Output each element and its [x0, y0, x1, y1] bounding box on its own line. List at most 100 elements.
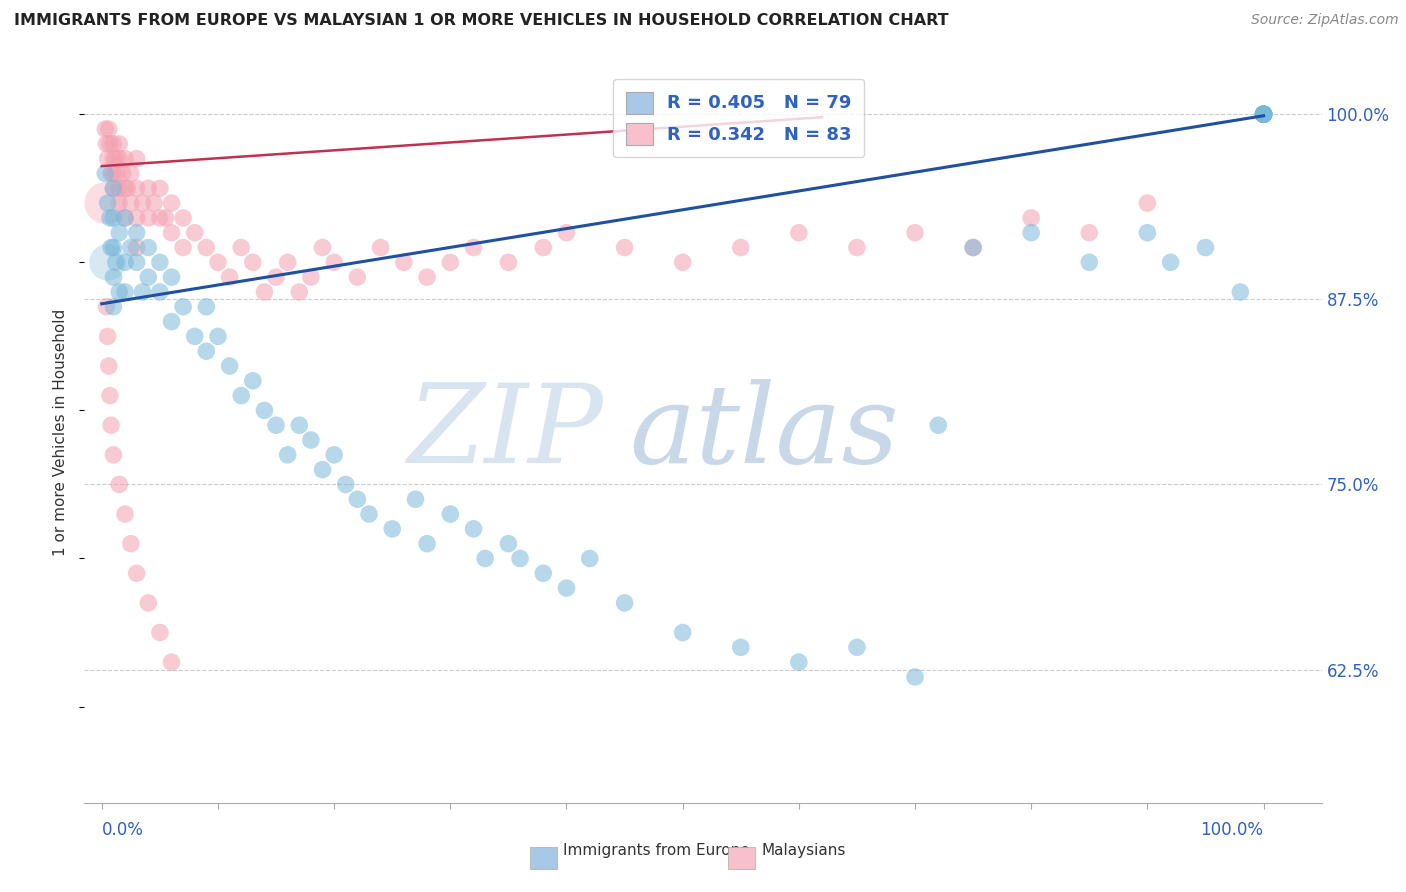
Point [1160, 255, 1182, 269]
Point [1229, 285, 1251, 299]
Point [195, 300, 218, 314]
Point [114, 255, 136, 269]
Point [904, 670, 927, 684]
Point [323, 255, 346, 269]
Point [149, 211, 172, 225]
Point [172, 300, 194, 314]
Point [730, 640, 752, 655]
Point [299, 433, 322, 447]
Point [578, 551, 600, 566]
Point [120, 240, 142, 254]
Point [1253, 107, 1275, 121]
Point [335, 477, 357, 491]
Point [100, 166, 122, 180]
Point [787, 655, 810, 669]
Point [103, 448, 125, 462]
Point [253, 285, 276, 299]
Point [531, 566, 554, 581]
Point [136, 240, 159, 254]
Point [962, 240, 984, 254]
Point [498, 537, 520, 551]
Point [207, 255, 229, 269]
Point [370, 240, 392, 254]
Point [1253, 107, 1275, 121]
Point [94, 196, 117, 211]
Point [117, 181, 139, 195]
Point [1194, 240, 1216, 254]
Point [96, 300, 118, 314]
Point [97, 122, 120, 136]
Point [160, 270, 183, 285]
Point [103, 166, 125, 180]
Point [114, 211, 136, 225]
Point [160, 314, 183, 328]
Point [195, 344, 218, 359]
Point [97, 196, 120, 211]
Point [672, 255, 695, 269]
Point [125, 566, 148, 581]
Point [555, 226, 578, 240]
Point [160, 196, 183, 211]
Point [242, 374, 264, 388]
Point [1253, 107, 1275, 121]
Point [98, 136, 121, 151]
Point [416, 537, 439, 551]
Point [131, 285, 153, 299]
Bar [530, 847, 557, 870]
Point [463, 240, 485, 254]
Point [845, 640, 868, 655]
Point [98, 389, 121, 403]
Point [183, 226, 205, 240]
Point [120, 196, 142, 211]
Point [103, 181, 125, 195]
Point [264, 418, 287, 433]
Point [231, 389, 253, 403]
Point [103, 211, 125, 225]
Y-axis label: 1 or more Vehicles in Household: 1 or more Vehicles in Household [53, 309, 69, 557]
Point [927, 418, 949, 433]
Point [98, 211, 121, 225]
Point [114, 181, 136, 195]
Point [1136, 196, 1159, 211]
Point [136, 596, 159, 610]
Point [288, 418, 311, 433]
Point [1253, 107, 1275, 121]
Point [136, 270, 159, 285]
Point [114, 285, 136, 299]
Point [218, 359, 240, 373]
Point [439, 507, 461, 521]
Point [463, 522, 485, 536]
Point [120, 166, 142, 180]
Point [108, 152, 131, 166]
Point [125, 226, 148, 240]
Point [845, 240, 868, 254]
Point [125, 152, 148, 166]
Text: Malaysians: Malaysians [761, 844, 845, 858]
Point [97, 152, 120, 166]
Point [103, 181, 125, 195]
Point [311, 240, 333, 254]
Point [1078, 226, 1101, 240]
Point [149, 181, 172, 195]
Point [242, 255, 264, 269]
Bar [728, 847, 755, 870]
Point [323, 448, 346, 462]
Point [346, 492, 368, 507]
Point [149, 255, 172, 269]
Point [1253, 107, 1275, 121]
Point [672, 625, 695, 640]
Point [120, 537, 142, 551]
Point [108, 181, 131, 195]
Point [97, 255, 120, 269]
Point [346, 270, 368, 285]
Point [613, 596, 636, 610]
Point [94, 166, 117, 180]
Point [277, 255, 299, 269]
Point [94, 122, 117, 136]
Point [416, 270, 439, 285]
Point [104, 152, 127, 166]
Point [125, 255, 148, 269]
Point [103, 270, 125, 285]
Point [474, 551, 496, 566]
Point [730, 240, 752, 254]
